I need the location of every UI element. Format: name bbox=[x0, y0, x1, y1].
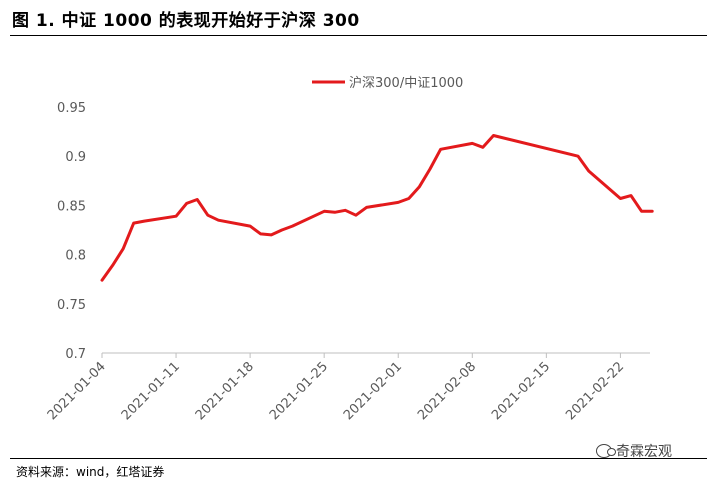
x-tick-label: 2021-02-22 bbox=[563, 359, 627, 423]
wechat-icon bbox=[596, 444, 616, 458]
x-axis-labels: 2021-01-04 2021-01-11 2021-01-18 2021-01-25… bbox=[45, 359, 627, 423]
legend-label: 沪深300/中证1000 bbox=[349, 75, 463, 91]
series-line-0 bbox=[100, 134, 654, 282]
y-tick-label: 0.7 bbox=[65, 347, 86, 362]
figure-title: 图 1. 中证 1000 的表现开始好于沪深 300 bbox=[12, 11, 360, 31]
y-axis-labels: 0.95 0.9 0.85 0.8 0.75 0.7 bbox=[57, 101, 86, 362]
y-tick-label: 0.9 bbox=[65, 150, 86, 165]
x-tick-label: 2021-01-11 bbox=[119, 359, 183, 423]
x-tick-label: 2021-01-25 bbox=[267, 359, 331, 423]
y-tick-label: 0.85 bbox=[57, 199, 86, 214]
legend: 沪深300/中证1000 bbox=[312, 75, 463, 91]
x-tick-label: 2021-01-18 bbox=[193, 359, 257, 423]
x-tick-label: 2021-01-04 bbox=[45, 359, 109, 423]
x-tick-label: 2021-02-15 bbox=[489, 359, 553, 423]
top-rule bbox=[10, 35, 707, 36]
watermark-text: 奇霖宏观 bbox=[616, 444, 672, 460]
x-tick-label: 2021-02-01 bbox=[341, 359, 405, 423]
source-note: 资料来源：wind，红塔证券 bbox=[16, 465, 165, 479]
bottom-rule bbox=[10, 458, 707, 459]
x-tick-label: 2021-02-08 bbox=[415, 359, 479, 423]
y-tick-label: 0.95 bbox=[57, 101, 86, 116]
y-tick-label: 0.75 bbox=[57, 298, 86, 313]
y-tick-label: 0.8 bbox=[65, 249, 86, 264]
watermark: 奇霖宏观 bbox=[596, 441, 672, 461]
x-axis-ticks bbox=[101, 353, 621, 358]
series-group bbox=[100, 134, 654, 282]
